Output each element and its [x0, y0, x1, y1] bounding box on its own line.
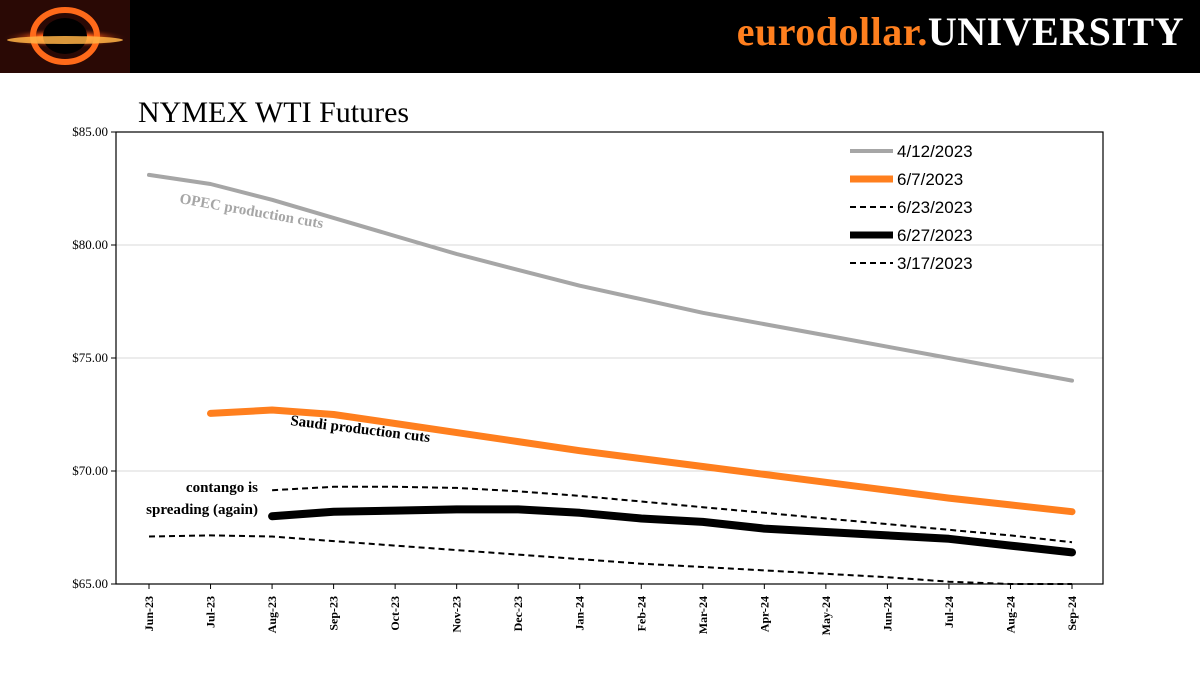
legend-label: 6/27/2023: [897, 226, 973, 245]
x-axis: Jun-23 Jul-23 Aug-23 Sep-23 Oct-23 Nov-23 Dec-…: [142, 584, 1079, 635]
y-tick-label: $80.00: [72, 237, 108, 252]
y-axis: $65.00 $70.00 $75.00 $80.00 $85.00: [72, 124, 116, 591]
x-tick-label: Dec-23: [511, 596, 525, 631]
annotation-opec: OPEC production cuts: [178, 191, 324, 232]
x-tick-label: May-24: [819, 596, 833, 635]
x-tick-label: Apr-24: [757, 596, 771, 632]
series-line-6-27-2023: [268, 505, 1076, 557]
x-tick-label: Jul-24: [942, 596, 956, 628]
y-tick-label: $65.00: [72, 576, 108, 591]
brand-name-part1: eurodollar.: [736, 9, 928, 54]
series-line-4-12-2023: [147, 172, 1074, 383]
brand-name-part2: UNIVERSITY: [927, 9, 1184, 54]
x-tick-label: Mar-24: [696, 596, 710, 634]
black-hole-icon: [0, 0, 130, 73]
y-tick-label: $75.00: [72, 350, 108, 365]
annotations: OPEC production cuts Saudi production cu…: [146, 191, 431, 518]
legend-label: 4/12/2023: [897, 142, 973, 161]
annotation-contango-line2: spreading (again): [146, 502, 258, 518]
series-lines: [147, 172, 1076, 585]
x-tick-label: Jun-24: [880, 596, 894, 631]
x-tick-label: Sep-24: [1065, 596, 1079, 631]
x-tick-label: Jul-23: [204, 596, 218, 628]
brand-logotype: eurodollar.UNIVERSITY: [737, 8, 1184, 55]
x-tick-label: Sep-23: [327, 596, 341, 631]
y-tick-label: $70.00: [72, 463, 108, 478]
x-tick-label: Feb-24: [634, 596, 648, 631]
annotation-contango-line1: contango is: [186, 480, 258, 496]
x-tick-label: Nov-23: [450, 596, 464, 633]
x-tick-label: Oct-23: [388, 596, 402, 631]
header-bar: eurodollar.UNIVERSITY: [0, 0, 1200, 73]
x-tick-label: Jan-24: [573, 596, 587, 631]
legend: 4/12/2023 6/7/2023 6/23/2023 6/27/2023 3/17/…: [850, 142, 973, 273]
x-tick-label: Jun-23: [142, 596, 156, 631]
series-line-6-7-2023: [207, 406, 1076, 516]
legend-label: 6/23/2023: [897, 198, 973, 217]
y-tick-label: $85.00: [72, 124, 108, 139]
series-line-6-23-2023: [272, 485, 1073, 544]
series-line-3-17-2023: [148, 534, 1072, 585]
legend-label: 6/7/2023: [897, 170, 963, 189]
legend-label: 3/17/2023: [897, 254, 973, 273]
x-tick-label: Aug-23: [265, 596, 279, 633]
logo: [0, 0, 130, 73]
chart-title: NYMEX WTI Futures: [138, 96, 409, 129]
x-tick-label: Aug-24: [1003, 596, 1017, 633]
